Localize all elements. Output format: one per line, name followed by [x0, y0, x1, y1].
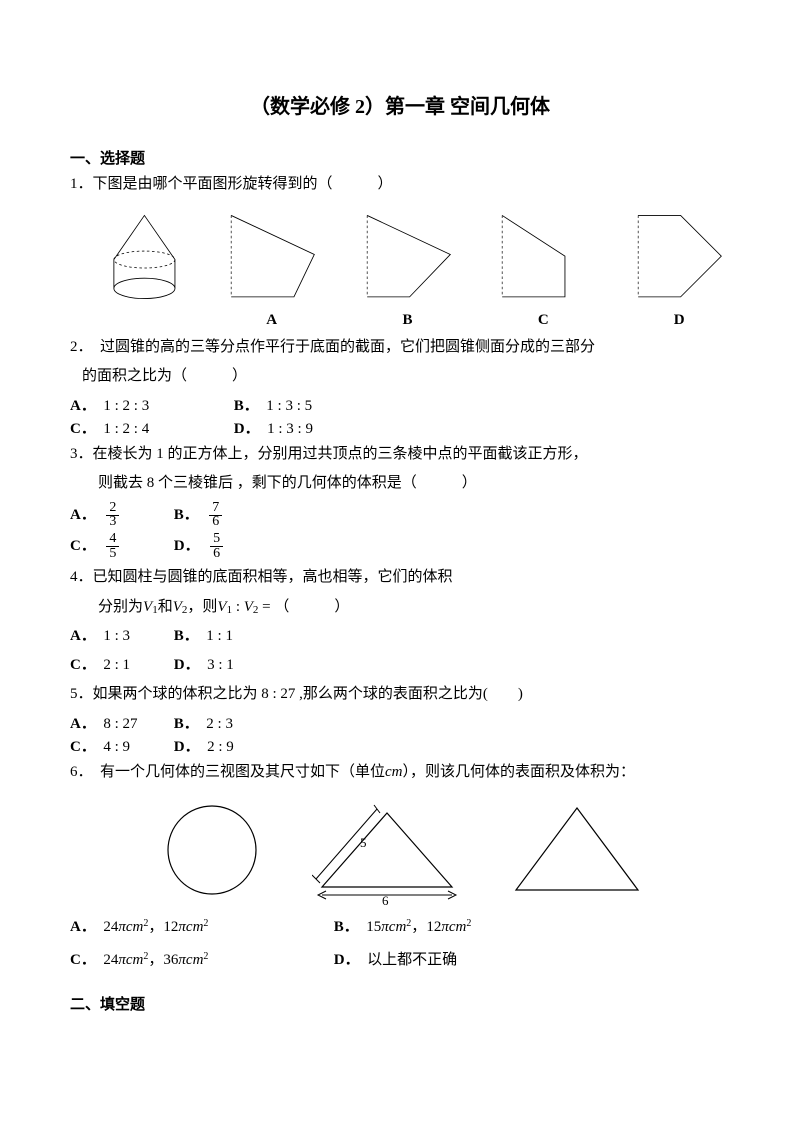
- q1-label-c: C: [492, 312, 594, 329]
- q2-c: 1 : 2 : 4: [103, 421, 149, 437]
- q1-opt-b: [357, 204, 459, 310]
- label-c: C．: [70, 657, 88, 673]
- section-1: 一、选择题: [70, 147, 730, 168]
- q1-opt-a: [221, 204, 323, 310]
- q2-b: 1 : 3 : 5: [266, 398, 312, 414]
- label-c: C．: [70, 739, 88, 755]
- label-d: D．: [174, 538, 192, 554]
- label-b: B．: [234, 398, 252, 414]
- q3-d-d: 6: [210, 546, 223, 561]
- q3-c-d: 5: [106, 546, 119, 561]
- q6-circle: [162, 800, 262, 900]
- label-a: A．: [70, 507, 88, 523]
- q3-a-n: 2: [106, 500, 119, 516]
- q4-b: 1 : 1: [206, 628, 233, 644]
- q6-d: 以上都不正确: [367, 952, 457, 968]
- label-c: C．: [70, 538, 88, 554]
- q5-text: 5．如果两个球的体积之比为 8 : 27 ,那么两个球的表面积之比为( ): [70, 682, 730, 708]
- label-a: A．: [70, 716, 88, 732]
- q6-figures: 5 6: [162, 795, 730, 905]
- label-c: C．: [70, 421, 88, 437]
- q1-labels: A B C D: [102, 312, 730, 329]
- q3-line1: 3．在棱长为 1 的正方体上，分别用过共顶点的三条棱中点的平面截该正方形，: [70, 442, 730, 468]
- q2-line1: 2． 过圆锥的高的三等分点作平行于底面的截面，它们把圆锥侧面分成的三部分: [70, 335, 730, 361]
- q4-line2: 分别为V1和V2，则V1 : V2 = （ ）: [98, 595, 730, 621]
- q6-c: 24πcm2，36πcm2: [103, 952, 208, 968]
- q3-b-d: 6: [209, 514, 222, 529]
- q1-label-b: B: [357, 312, 459, 329]
- q1-solid: [102, 204, 187, 310]
- label-d: D．: [174, 739, 192, 755]
- q4-c: 2 : 1: [103, 657, 130, 673]
- q1-opt-c: [492, 204, 594, 310]
- q1-opt-d: [628, 204, 730, 310]
- q5-d: 2 : 9: [207, 739, 234, 755]
- q4-line1: 4．已知圆柱与圆锥的底面积相等，高也相等，它们的体积: [70, 565, 730, 591]
- label-b: B．: [174, 716, 192, 732]
- q6-b: 15πcm2，12πcm2: [366, 919, 471, 935]
- label-b: B．: [174, 507, 192, 523]
- q6-triangle: [512, 800, 642, 900]
- q6-text: 6． 有一个几何体的三视图及其尺寸如下（单位cm），则该几何体的表面积及体积为：: [70, 760, 730, 786]
- label-a: A．: [70, 398, 88, 414]
- q2-a: 1 : 2 : 3: [103, 398, 149, 414]
- q4-d: 3 : 1: [207, 657, 234, 673]
- q6-a: 24πcm2，12πcm2: [103, 919, 208, 935]
- label-b: B．: [334, 919, 352, 935]
- q5-a: 8 : 27: [103, 716, 137, 732]
- q2-d: 1 : 3 : 9: [267, 421, 313, 437]
- q5-b: 2 : 3: [206, 716, 233, 732]
- section-2: 二、填空题: [70, 993, 730, 1014]
- svg-text:6: 6: [382, 893, 389, 905]
- q1-text: 1．下图是由哪个平面图形旋转得到的（ ）: [70, 172, 730, 198]
- q4-a: 1 : 3: [103, 628, 130, 644]
- svg-text:5: 5: [360, 835, 367, 850]
- label-d: D．: [334, 952, 352, 968]
- q1-label-a: A: [221, 312, 323, 329]
- label-d: D．: [234, 421, 252, 437]
- q6-triangle-dim: 5 6: [312, 795, 462, 905]
- q1-label-d: D: [628, 312, 730, 329]
- label-a: A．: [70, 919, 88, 935]
- q3-b-n: 7: [209, 500, 222, 516]
- label-b: B．: [174, 628, 192, 644]
- q3-c-n: 4: [106, 531, 119, 547]
- q3-line2: 则截去 8 个三棱锥后 ，剩下的几何体的体积是（ ）: [98, 471, 730, 497]
- label-c: C．: [70, 952, 88, 968]
- q1-shapes: [102, 204, 730, 310]
- q3-a-d: 3: [106, 514, 119, 529]
- label-a: A．: [70, 628, 88, 644]
- q3-d-n: 5: [210, 531, 223, 547]
- q5-c: 4 : 9: [103, 739, 130, 755]
- label-d: D．: [174, 657, 192, 673]
- q2-line2: 的面积之比为（ ）: [82, 364, 730, 390]
- page-title: （数学必修 2）第一章 空间几何体: [70, 90, 730, 119]
